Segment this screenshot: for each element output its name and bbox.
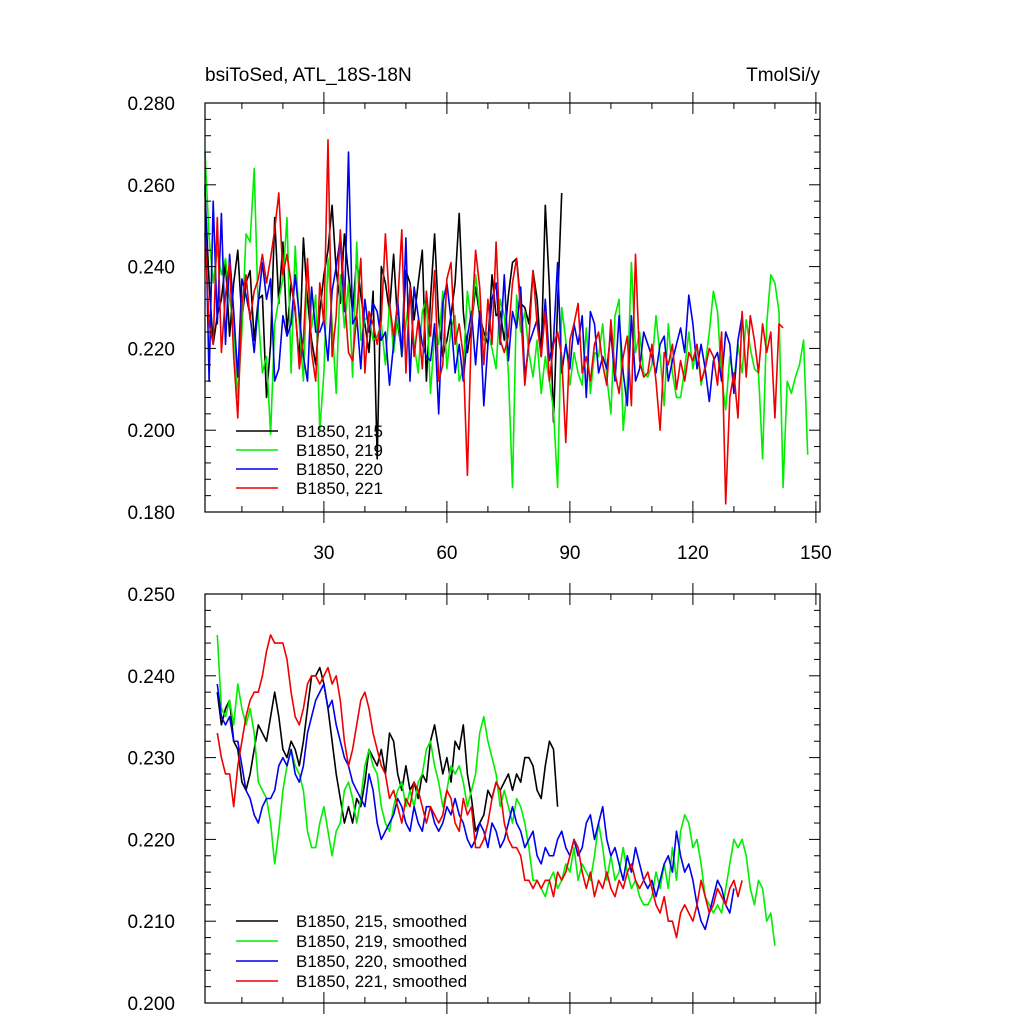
legend-label: B1850, 220, smoothed <box>296 952 467 971</box>
y-tick-label: 0.210 <box>127 912 175 933</box>
legend-label: B1850, 215 <box>296 422 383 441</box>
x-tick-label: 30 <box>313 543 334 564</box>
legend-label: B1850, 220 <box>296 460 383 479</box>
legend-label: B1850, 221, smoothed <box>296 972 467 991</box>
legend-label: B1850, 219 <box>296 441 383 460</box>
y-tick-label: 0.220 <box>127 339 175 360</box>
chart-title-left: bsiToSed, ATL_18S-18N <box>205 65 412 86</box>
y-tick-label: 0.220 <box>127 830 175 851</box>
series-line-3 <box>204 151 743 415</box>
series-line-2 <box>216 634 776 946</box>
series-line-4 <box>204 139 784 505</box>
series-line-1 <box>216 666 559 833</box>
y-tick-label: 0.230 <box>127 749 175 770</box>
plot-frame <box>204 102 821 513</box>
legend-label: B1850, 215, smoothed <box>296 912 467 931</box>
y-tick-label: 0.200 <box>127 994 175 1015</box>
series-line-3 <box>216 683 735 931</box>
y-tick-label: 0.180 <box>127 503 175 524</box>
y-tick-label: 0.200 <box>127 421 175 442</box>
y-tick-label: 0.240 <box>127 258 175 279</box>
series-line-4 <box>216 634 743 939</box>
y-tick-label: 0.260 <box>127 176 175 197</box>
y-tick-label: 0.240 <box>127 667 175 688</box>
x-tick-label: 90 <box>559 543 580 564</box>
plot-frame <box>204 593 821 1004</box>
x-tick-label: 120 <box>677 543 709 564</box>
legend-label: B1850, 219, smoothed <box>296 932 467 951</box>
y-tick-label: 0.250 <box>127 585 175 606</box>
legend-label: B1850, 221 <box>296 479 383 498</box>
x-tick-label: 150 <box>800 543 832 564</box>
bottom-panel: 0.200 0.210 0.220 0.230 0.240 0.250 B1850, 215… <box>127 583 821 1015</box>
chart-units-label: TmolSi/y <box>746 65 820 86</box>
x-tick-label: 60 <box>436 543 457 564</box>
y-tick-label: 0.280 <box>127 94 175 115</box>
top-panel: 0.180 0.200 0.220 0.240 0.260 0.280 30 60 90 120 1… <box>127 65 831 564</box>
